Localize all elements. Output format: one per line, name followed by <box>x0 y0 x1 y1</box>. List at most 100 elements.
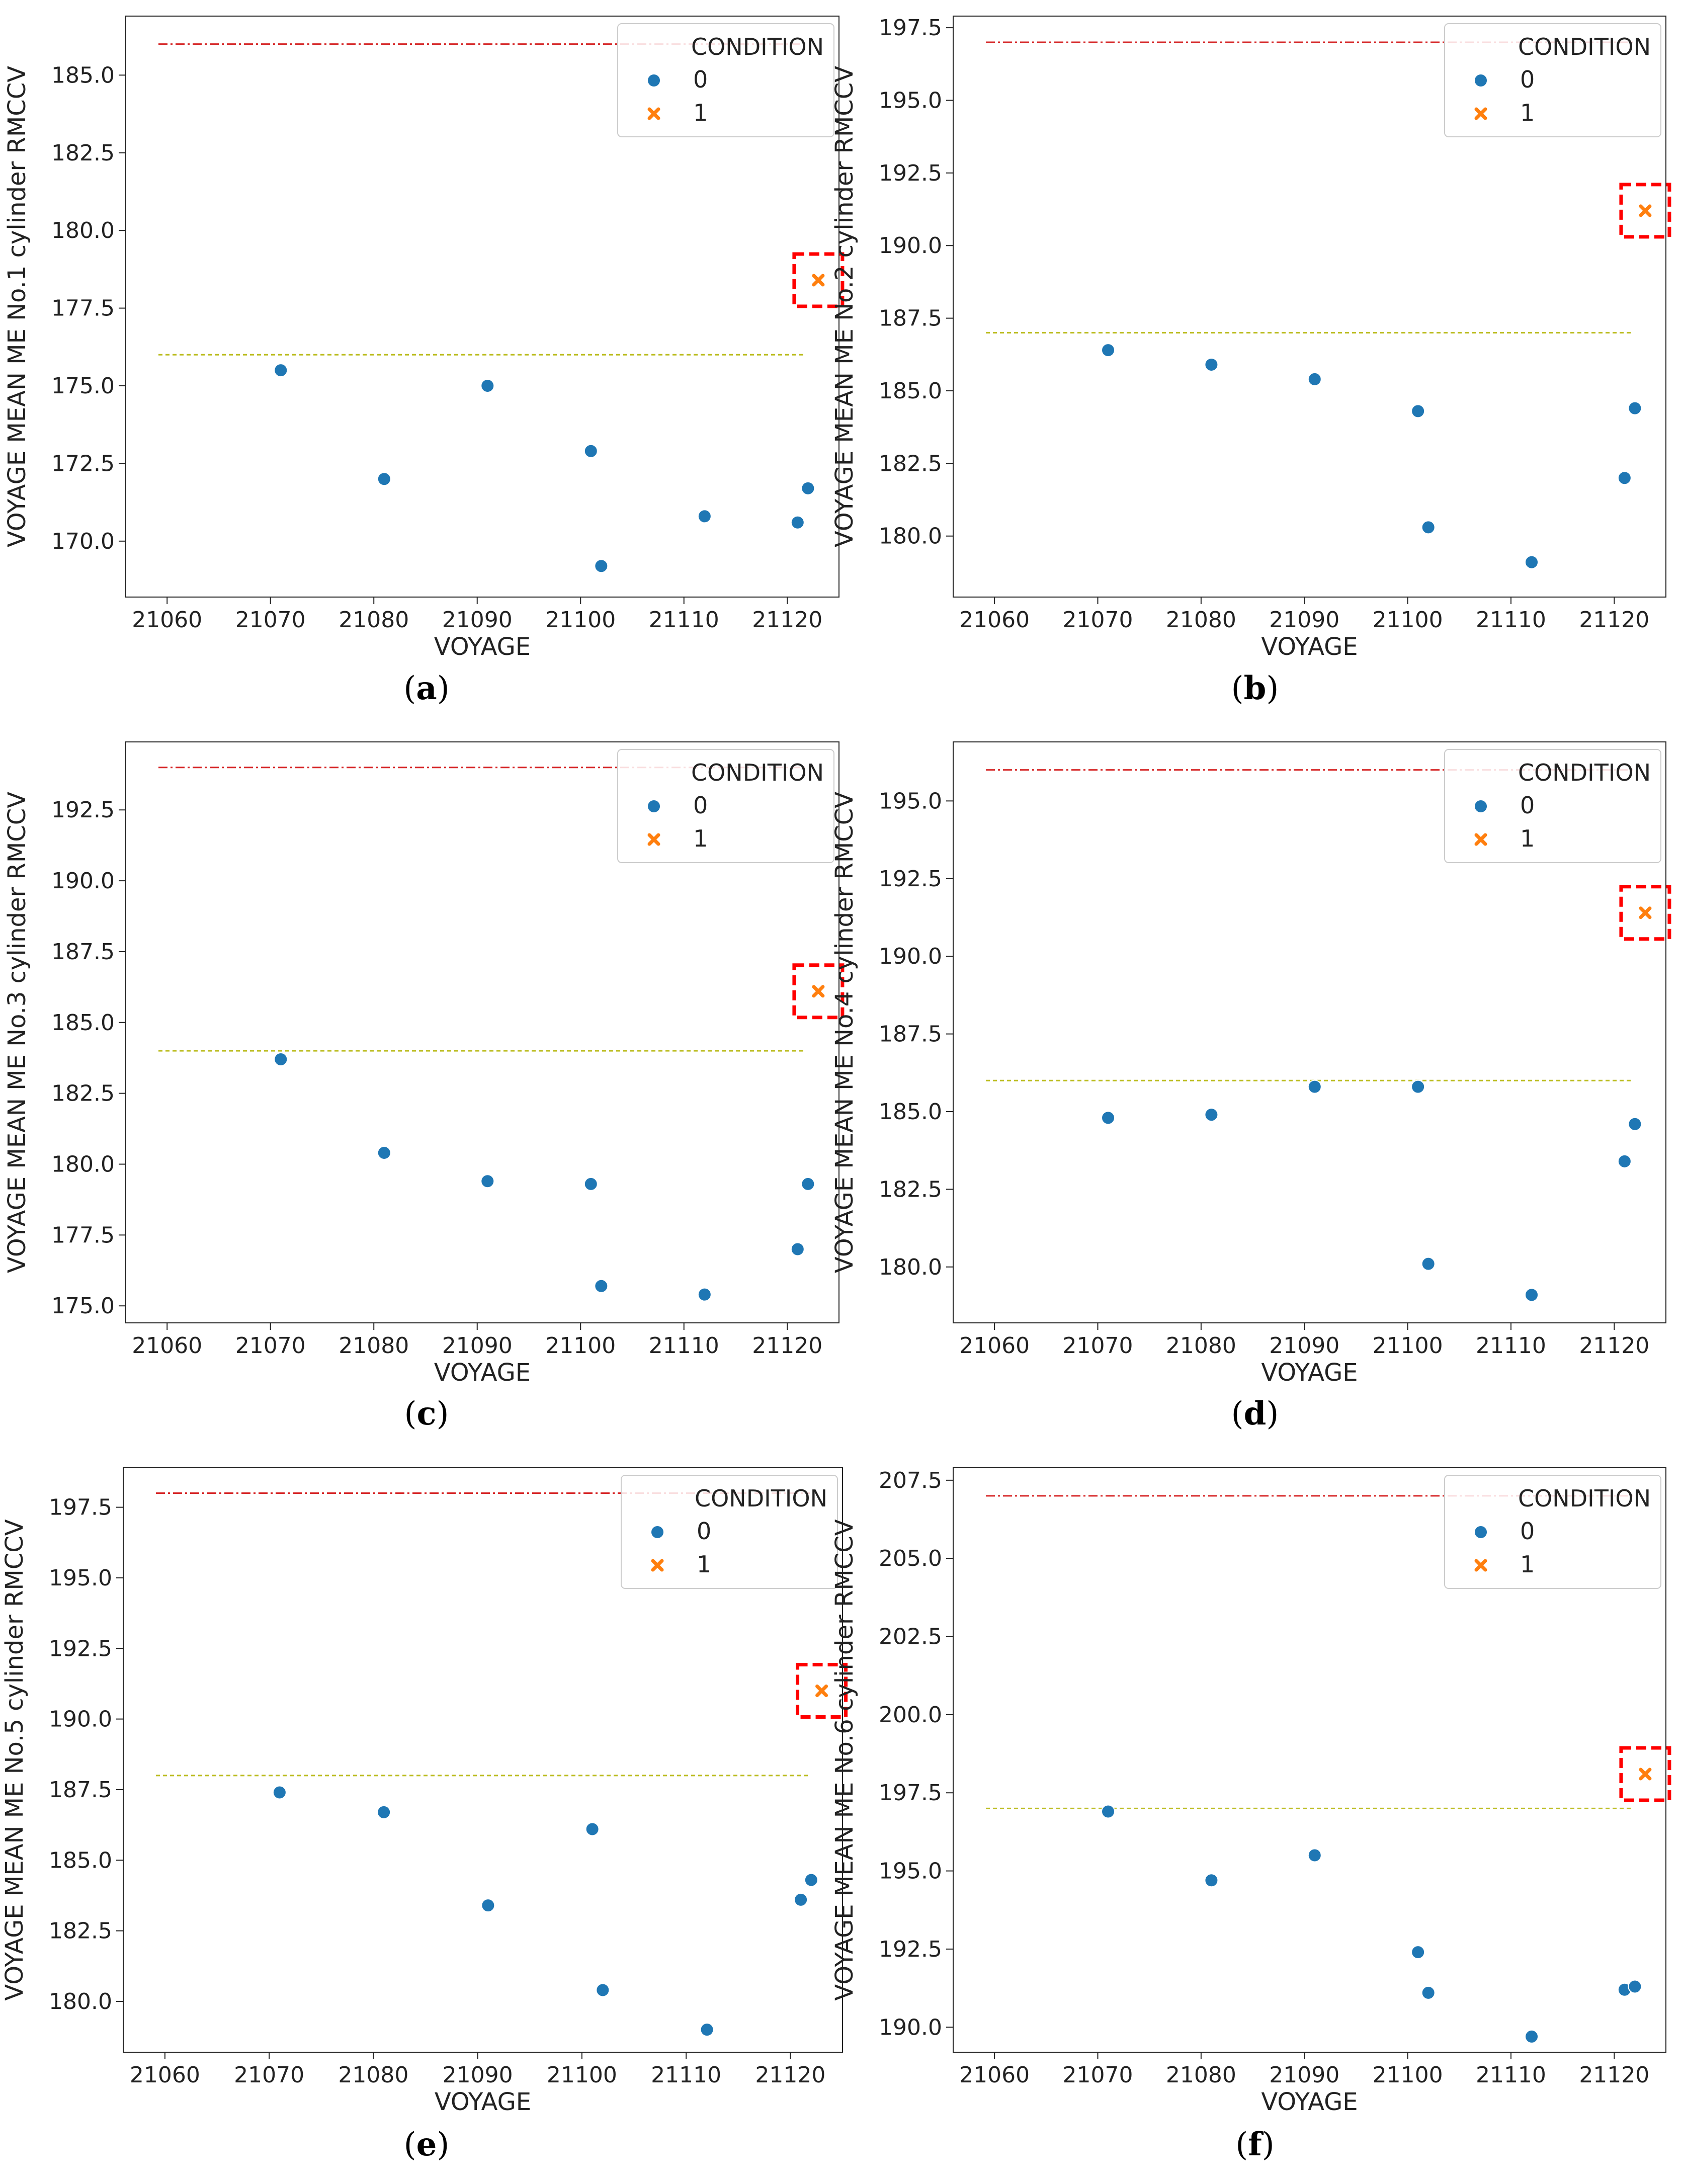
chart-panel-d: 21060 21070 21080 21090 21100 21110 21120 180.0… <box>830 741 1671 1433</box>
data-point-condition-0 <box>1617 471 1632 485</box>
data-point-condition-0 <box>1307 372 1322 386</box>
x-tick-label: 21110 <box>649 607 719 633</box>
x-tick-label: 21120 <box>752 607 822 633</box>
data-point-condition-1 <box>815 1684 828 1697</box>
chart-panel-e: 21060 21070 21080 21090 21100 21110 21120 180.0… <box>1 1467 848 2163</box>
legend: CONDITION 0 1 <box>1444 23 1661 137</box>
legend-title: CONDITION <box>691 33 824 60</box>
y-tick-label: 185.0 <box>879 378 942 404</box>
anomaly-highlight-box <box>792 252 845 308</box>
data-point-condition-0 <box>1204 1873 1219 1888</box>
x-tick-label: 21090 <box>1269 1333 1339 1359</box>
y-tick-label: 200.0 <box>879 1702 942 1728</box>
legend-marker-1 <box>647 833 660 846</box>
data-point-condition-0 <box>801 481 815 495</box>
data-point-condition-0 <box>583 444 598 458</box>
legend-frame <box>621 1475 838 1589</box>
x-tick-label: 21100 <box>545 1333 616 1359</box>
legend-entry-label: 1 <box>693 825 708 852</box>
data-point-condition-0 <box>801 1177 815 1191</box>
x-axis-label: VOYAGE <box>1261 1359 1358 1387</box>
data-point-condition-0 <box>1204 1108 1219 1122</box>
y-tick-label: 187.5 <box>879 306 942 331</box>
data-point-condition-0 <box>594 1279 609 1293</box>
y-tick-label: 170.0 <box>51 529 115 554</box>
data-point-condition-0 <box>377 472 391 486</box>
x-tick-label: 21060 <box>959 1333 1030 1359</box>
x-tick-label: 21060 <box>132 1333 202 1359</box>
legend-entry-label: 1 <box>1520 99 1535 126</box>
anomaly-highlight-box <box>1619 1746 1671 1802</box>
data-point-condition-0 <box>481 1898 495 1913</box>
x-tick-label: 21100 <box>1373 1333 1443 1359</box>
data-point-condition-0 <box>1307 1848 1322 1863</box>
y-axis-label: VOYAGE MEAN ME No.3 cylinder RMCCV <box>3 792 31 1273</box>
x-tick-label: 21110 <box>1476 1333 1546 1359</box>
y-tick-label: 190.0 <box>879 233 942 259</box>
x-tick-label: 21110 <box>649 1333 719 1359</box>
legend-entry-label: 1 <box>1520 1551 1535 1578</box>
x-tick-label: 21120 <box>755 2062 825 2088</box>
data-point-condition-0 <box>790 515 805 530</box>
data-point-condition-0 <box>1421 1985 1436 2000</box>
y-tick-label: 192.5 <box>879 160 942 186</box>
x-axis-label: VOYAGE <box>434 633 531 661</box>
anomaly-highlight-box <box>1619 183 1671 239</box>
data-point-condition-0 <box>1628 1117 1642 1131</box>
x-tick-label: 21100 <box>545 607 616 633</box>
x-tick-label: 21070 <box>235 607 306 633</box>
legend-frame <box>617 749 834 863</box>
y-tick-label: 185.0 <box>879 1099 942 1125</box>
y-tick-label: 192.5 <box>51 797 115 823</box>
data-point-condition-0 <box>594 559 609 573</box>
x-tick-label: 21120 <box>1579 607 1649 633</box>
x-tick-label: 21090 <box>443 2062 513 2088</box>
legend-entry-label: 1 <box>1520 825 1535 852</box>
x-tick-label: 21080 <box>1166 1333 1236 1359</box>
data-point-condition-0 <box>1617 1154 1632 1168</box>
anomaly-highlight-box <box>1619 885 1671 941</box>
x-axis-label: VOYAGE <box>434 1359 531 1387</box>
x-tick-label: 21080 <box>1166 607 1236 633</box>
y-tick-label: 197.5 <box>879 15 942 41</box>
y-tick-label: 195.0 <box>879 1859 942 1884</box>
y-tick-label: 172.5 <box>51 451 115 476</box>
y-tick-label: 207.5 <box>879 1468 942 1493</box>
data-point-condition-0 <box>1421 520 1436 535</box>
legend-marker-1 <box>1474 1559 1487 1572</box>
legend-title: CONDITION <box>695 1485 827 1512</box>
data-point-condition-0 <box>1101 1111 1116 1125</box>
legend-frame <box>617 23 834 137</box>
y-tick-label: 190.0 <box>49 1707 112 1732</box>
legend-title: CONDITION <box>1518 1485 1651 1512</box>
data-point-condition-0 <box>700 2023 714 2037</box>
data-point-condition-0 <box>480 379 495 393</box>
x-tick-label: 21100 <box>1373 607 1443 633</box>
legend-title: CONDITION <box>1518 759 1651 786</box>
legend-marker-0 <box>647 73 661 88</box>
y-axis-label: VOYAGE MEAN ME No.2 cylinder RMCCV <box>830 66 859 547</box>
x-axis-label: VOYAGE <box>435 2088 531 2116</box>
y-tick-label: 187.5 <box>51 939 115 965</box>
data-point-condition-0 <box>697 1287 712 1302</box>
x-tick-label: 21090 <box>442 607 513 633</box>
x-tick-label: 21080 <box>338 2062 408 2088</box>
legend-entry-label: 0 <box>1520 1518 1535 1545</box>
y-tick-label: 182.5 <box>51 140 115 166</box>
data-point-condition-0 <box>1101 1804 1116 1819</box>
chart-panel-f: 21060 21070 21080 21090 21100 21110 21120 190.0… <box>830 1467 1671 2163</box>
y-tick-label: 182.5 <box>879 451 942 476</box>
legend-marker-0 <box>1474 799 1488 813</box>
y-tick-label: 190.0 <box>51 868 115 894</box>
y-tick-label: 192.5 <box>879 1937 942 1962</box>
y-tick-label: 182.5 <box>879 1177 942 1202</box>
y-axis-label: VOYAGE MEAN ME No.4 cylinder RMCCV <box>830 792 859 1273</box>
x-tick-label: 21060 <box>130 2062 200 2088</box>
panel-label: (d) <box>1231 1395 1279 1433</box>
legend-title: CONDITION <box>1518 33 1651 60</box>
legend-marker-1 <box>1474 833 1487 846</box>
y-axis-label: VOYAGE MEAN ME No.6 cylinder RMCCV <box>830 1519 859 2000</box>
data-point-condition-0 <box>596 1983 610 1997</box>
anomaly-highlight-box <box>796 1662 848 1719</box>
